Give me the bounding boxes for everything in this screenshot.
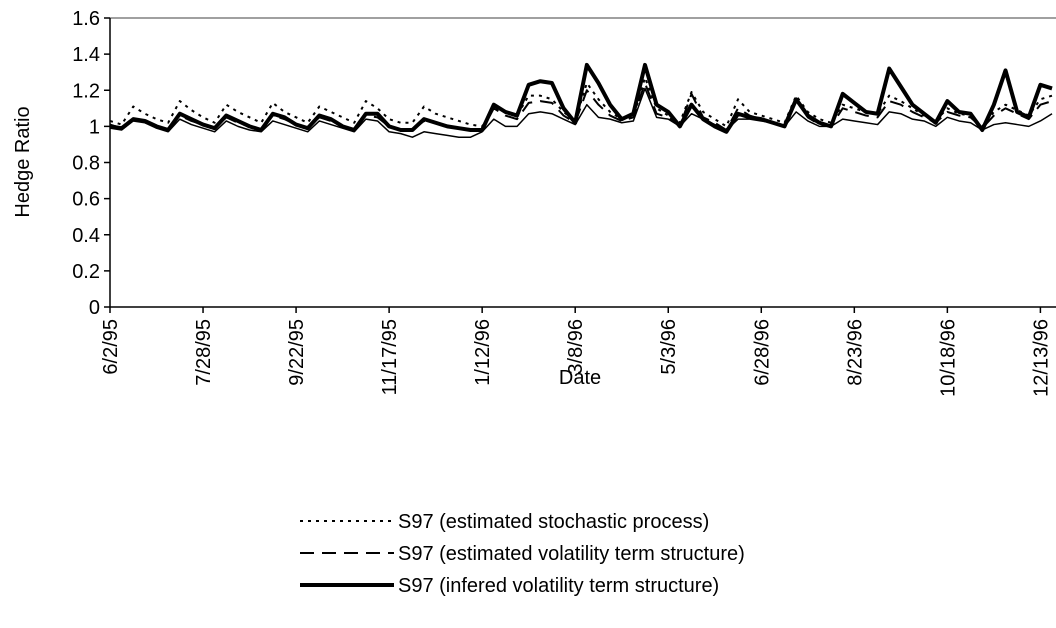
y-tick-label: 1.6 xyxy=(72,8,100,30)
legend-label: S97 (estimated stochastic process) xyxy=(398,511,709,533)
y-tick-label: 0.8 xyxy=(72,153,100,175)
series-line xyxy=(109,62,1053,134)
x-tick-label: 10/18/96 xyxy=(937,319,959,397)
y-tick-label: 1.4 xyxy=(72,44,100,66)
legend-label: S97 (estimated volatility term structure… xyxy=(398,543,745,565)
x-tick-label: 5/3/96 xyxy=(658,319,680,375)
x-tick-label: 12/13/96 xyxy=(1030,319,1052,397)
series-line xyxy=(109,87,1053,138)
x-axis-label: Date xyxy=(559,367,601,389)
x-tick-label: 9/22/95 xyxy=(286,319,308,386)
x-tick-label: 7/28/95 xyxy=(193,319,215,386)
x-tick-label: 8/23/96 xyxy=(844,319,866,386)
y-tick-label: 0.2 xyxy=(72,261,100,283)
x-tick-label: 3/8/96 xyxy=(565,319,587,375)
x-tick-label: 11/17/95 xyxy=(379,319,401,395)
legend-label: S97 (infered volatility term structure) xyxy=(398,575,719,597)
x-tick-label: 6/2/95 xyxy=(100,319,122,375)
y-tick-label: 0.4 xyxy=(72,225,100,247)
y-tick-label: 0.6 xyxy=(72,189,100,211)
y-axis-label: Hedge Ratio xyxy=(12,106,34,217)
y-tick-label: 1.2 xyxy=(72,80,100,102)
x-tick-label: 6/28/96 xyxy=(751,319,773,386)
y-tick-label: 0 xyxy=(89,297,100,319)
y-tick-label: 1 xyxy=(89,116,100,138)
x-tick-label: 1/12/96 xyxy=(472,319,494,386)
